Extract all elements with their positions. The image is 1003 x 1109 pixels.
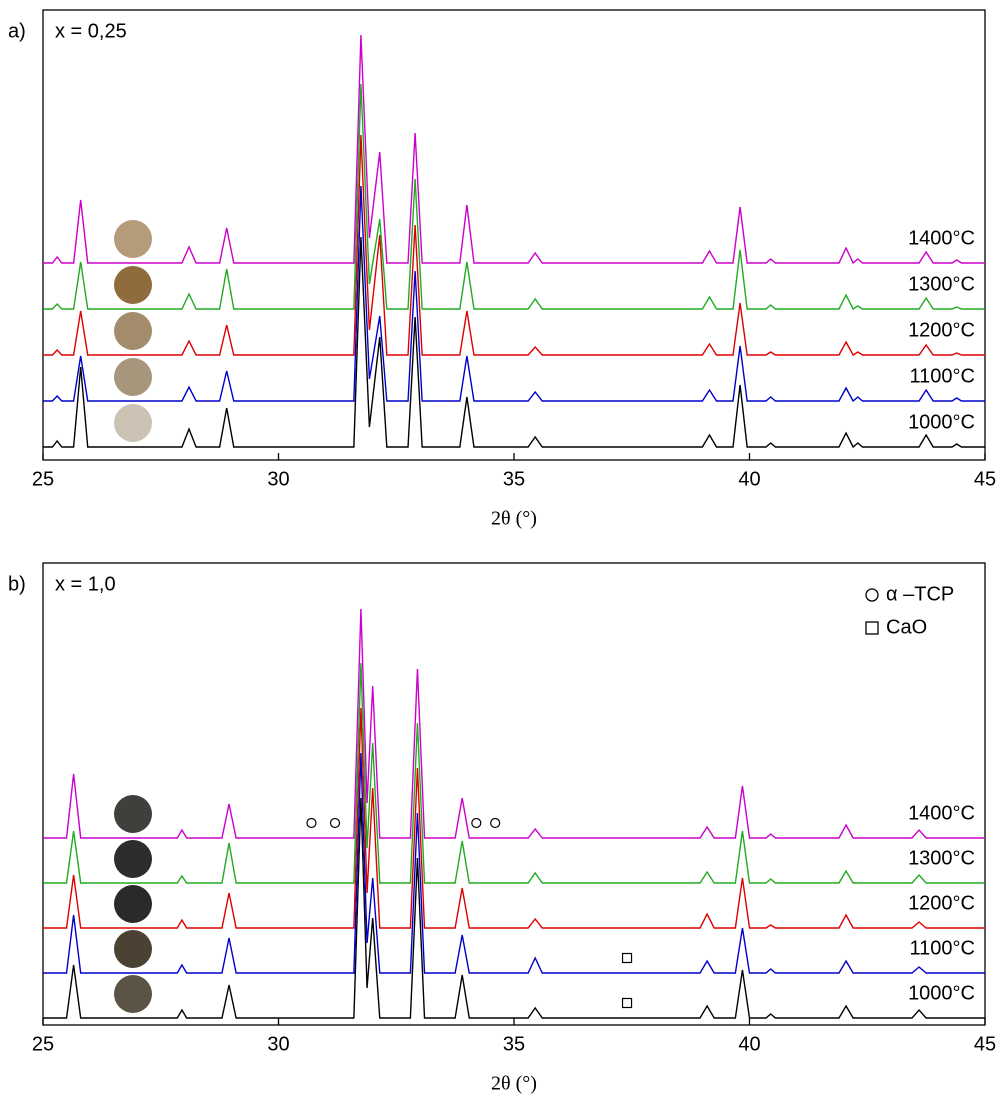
sample-photo — [114, 220, 152, 258]
x-tick-label: 45 — [974, 1033, 996, 1055]
x-tick-label: 25 — [32, 468, 54, 490]
phase-marker — [490, 817, 501, 829]
annotation: x = 1,0 — [55, 573, 116, 595]
xrd-line — [43, 236, 985, 449]
panel-label: a) — [8, 20, 26, 42]
xrd-line — [43, 83, 985, 311]
sample-photo — [114, 885, 152, 923]
sample-photo — [114, 312, 152, 350]
x-tick-label: 35 — [503, 1033, 525, 1055]
x-tick-label: 35 — [503, 468, 525, 490]
x-tick-label: 25 — [32, 1033, 54, 1055]
sample-photo — [114, 930, 152, 968]
panel-label: b) — [8, 573, 26, 595]
series-label: 1000°C — [908, 411, 975, 433]
phase-marker — [306, 817, 317, 829]
x-tick-label: 40 — [738, 1033, 760, 1055]
x-axis-label: 2θ (°) — [491, 1073, 537, 1095]
x-axis-label: 2θ (°) — [491, 508, 537, 530]
phase-marker — [329, 817, 341, 829]
sample-photo — [114, 266, 152, 304]
phase-marker — [621, 997, 633, 1009]
xrd-line — [43, 752, 985, 974]
sample-photo — [114, 358, 152, 396]
series-label: 1100°C — [910, 365, 975, 387]
x-tick-label: 30 — [267, 468, 289, 490]
phase-marker — [471, 817, 482, 829]
x-tick-label: 30 — [267, 1033, 289, 1055]
sample-photo — [114, 975, 152, 1013]
legend-symbol — [865, 588, 879, 602]
series-label: 1400°C — [908, 227, 975, 249]
xrd-line — [43, 34, 985, 265]
xrd-line — [43, 662, 985, 884]
legend-symbol — [865, 621, 879, 635]
x-tick-label: 40 — [738, 468, 760, 490]
phase-marker — [621, 952, 633, 964]
annotation: x = 0,25 — [55, 20, 127, 42]
sample-photo — [114, 840, 152, 878]
series-label: 1100°C — [910, 937, 975, 959]
xrd-line — [43, 185, 985, 403]
xrd-line — [43, 134, 985, 356]
series-label: 1200°C — [908, 892, 975, 914]
series-label: 1300°C — [908, 847, 975, 869]
legend-label: CaO — [886, 616, 927, 638]
plot-frame — [42, 562, 986, 1026]
series-label: 1300°C — [908, 273, 975, 295]
series-label: 1400°C — [908, 802, 975, 824]
series-label: 1000°C — [908, 982, 975, 1004]
sample-photo — [114, 404, 152, 442]
xrd-line — [43, 608, 985, 839]
xrd-line — [43, 797, 985, 1019]
x-tick-label: 45 — [974, 468, 996, 490]
series-label: 1200°C — [908, 319, 975, 341]
xrd-line — [43, 707, 985, 929]
legend-label: α –TCP — [886, 583, 954, 605]
sample-photo — [114, 795, 152, 833]
